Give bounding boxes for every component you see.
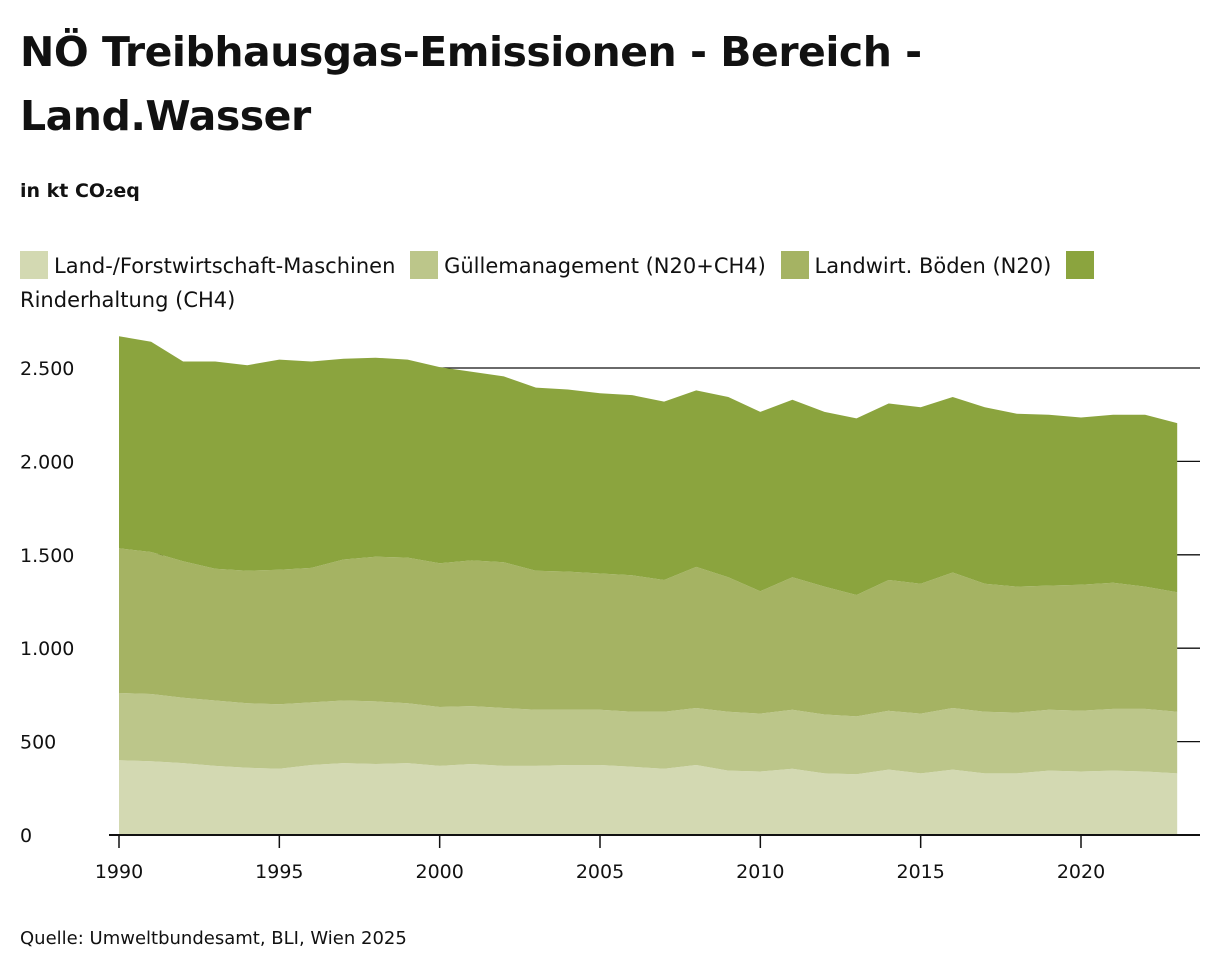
area-series-3[interactable]: [119, 336, 1178, 595]
y-tick-label: 2.500: [20, 358, 74, 380]
legend-item-boeden[interactable]: Landwirt. Böden (N20): [780, 251, 1058, 279]
area-series-2[interactable]: [119, 548, 1178, 717]
x-tick-label: 1990: [95, 861, 143, 883]
x-tick-label: 2015: [896, 861, 944, 883]
legend: Land-/Forstwirtschaft-Maschinen Gülleman…: [20, 249, 1200, 317]
x-tick-label: 2020: [1057, 861, 1105, 883]
y-tick-label: 1.000: [20, 638, 74, 660]
chart-title: NÖ Treibhausgas-Emissionen - Bereich - L…: [20, 28, 922, 140]
legend-label: Land-/Forstwirtschaft-Maschinen: [54, 254, 396, 278]
area-series-0[interactable]: [119, 760, 1178, 835]
y-axis-labels: 0 500 1.000 1.500 2.000 2.500: [20, 358, 74, 847]
legend-swatch: [410, 251, 439, 279]
legend-label: Rinderhaltung (CH4): [20, 288, 236, 312]
source-note: Quelle: Umweltbundesamt, BLI, Wien 2025: [20, 928, 407, 949]
x-axis: 1990 1995 2000 2005 2010 2015 2020: [95, 834, 1200, 883]
x-tick-label: 2005: [576, 861, 624, 883]
y-tick-label: 500: [20, 732, 56, 754]
legend-item-maschinen[interactable]: Land-/Forstwirtschaft-Maschinen: [20, 251, 402, 279]
legend-item-guellemanagement[interactable]: Güllemanagement (N20+CH4): [410, 251, 772, 279]
legend-swatch: [780, 251, 809, 279]
y-tick-label: 2.000: [20, 451, 74, 473]
legend-label: Güllemanagement (N20+CH4): [444, 254, 766, 278]
legend-label: Landwirt. Böden (N20): [814, 254, 1052, 278]
y-tick-label: 1.500: [20, 545, 74, 567]
x-tick-label: 1995: [255, 861, 303, 883]
area-layers: [119, 336, 1178, 835]
x-tick-label: 2010: [736, 861, 784, 883]
chart-subtitle: in kt CO₂eq: [20, 180, 140, 202]
y-tick-label: 0: [20, 825, 32, 847]
area-series-1[interactable]: [119, 693, 1178, 775]
legend-swatch: [20, 251, 48, 279]
x-tick-label: 2000: [415, 861, 463, 883]
legend-item-rinderhaltung[interactable]: Rinderhaltung (CH4): [20, 251, 1100, 312]
legend-swatch: [1065, 251, 1094, 279]
